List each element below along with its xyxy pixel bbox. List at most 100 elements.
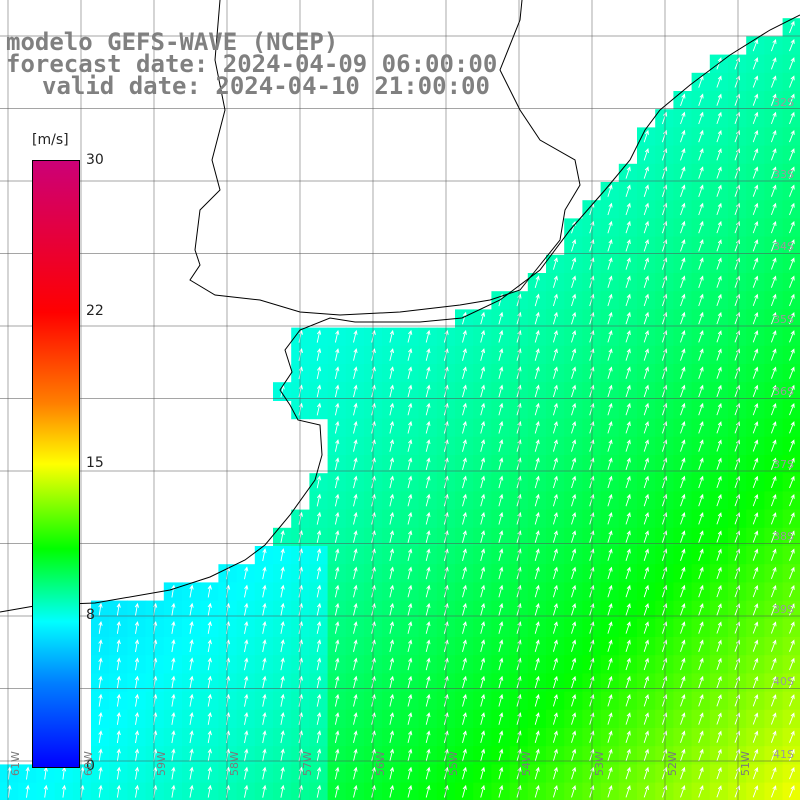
wind-arrow bbox=[207, 748, 212, 762]
wind-arrow bbox=[789, 239, 795, 252]
wind-arrow bbox=[334, 493, 340, 507]
wind-arrow bbox=[643, 675, 649, 689]
wind-arrow bbox=[389, 730, 395, 744]
wind-arrow bbox=[552, 657, 558, 671]
wind-arrow bbox=[480, 311, 486, 325]
wind-arrow bbox=[734, 220, 741, 234]
wind-arrow bbox=[752, 475, 759, 489]
wind-arrow bbox=[262, 584, 267, 598]
wind-arrow bbox=[334, 730, 340, 743]
wind-arrow bbox=[770, 148, 777, 161]
wind-arrow bbox=[661, 766, 668, 780]
wind-arrow bbox=[643, 785, 649, 798]
wind-arrow bbox=[534, 475, 540, 489]
wind-arrow bbox=[552, 348, 558, 361]
wind-arrow bbox=[752, 166, 759, 179]
wind-arrow bbox=[353, 402, 358, 416]
wind-arrow bbox=[552, 548, 558, 561]
wind-arrow bbox=[480, 730, 486, 744]
wind-arrow bbox=[680, 111, 686, 125]
wind-arrow bbox=[643, 730, 649, 743]
wind-arrow bbox=[407, 766, 413, 780]
wind-arrow bbox=[661, 584, 668, 598]
wind-arrow bbox=[643, 439, 649, 452]
wind-arrow bbox=[698, 202, 704, 216]
wind-arrow bbox=[789, 166, 795, 179]
wind-arrow bbox=[262, 748, 267, 762]
wind-arrow bbox=[752, 202, 759, 216]
wind-arrow bbox=[698, 457, 704, 470]
wind-arrow bbox=[589, 311, 595, 325]
wind-arrow bbox=[480, 584, 486, 598]
wind-arrow bbox=[534, 293, 540, 307]
wind-arrow bbox=[752, 530, 759, 543]
wind-arrow bbox=[498, 748, 504, 762]
wind-arrow bbox=[171, 766, 176, 780]
wind-arrow bbox=[770, 694, 777, 707]
wind-arrow bbox=[589, 712, 595, 725]
wind-arrow bbox=[770, 111, 777, 125]
wind-arrow bbox=[752, 111, 759, 125]
wind-arrow bbox=[552, 748, 558, 762]
wind-arrow bbox=[334, 530, 340, 543]
wind-arrow bbox=[643, 639, 649, 652]
wind-arrow bbox=[334, 748, 340, 762]
wind-arrow bbox=[571, 730, 577, 743]
wind-arrow bbox=[607, 712, 613, 725]
wind-arrow bbox=[571, 493, 577, 507]
wind-arrow bbox=[280, 748, 285, 762]
wind-arrow bbox=[389, 348, 395, 361]
wind-arrow bbox=[734, 348, 741, 361]
wind-arrow bbox=[480, 530, 486, 543]
wind-arrow bbox=[770, 293, 777, 307]
wind-arrow bbox=[407, 730, 413, 744]
wind-arrow bbox=[607, 457, 613, 470]
wind-arrow bbox=[770, 712, 777, 725]
wind-arrow bbox=[734, 202, 741, 216]
wind-arrow bbox=[353, 366, 358, 380]
wind-arrow bbox=[625, 566, 631, 580]
wind-arrow bbox=[770, 548, 777, 561]
wind-arrow bbox=[680, 548, 686, 561]
wind-arrow bbox=[589, 493, 595, 507]
wind-arrow bbox=[262, 639, 267, 653]
wind-arrow bbox=[353, 457, 358, 471]
wind-arrow bbox=[498, 712, 504, 725]
wind-arrow bbox=[698, 602, 704, 616]
wind-arrow bbox=[589, 293, 595, 307]
wind-arrow bbox=[425, 457, 431, 471]
wind-arrow bbox=[643, 239, 649, 252]
wind-arrow bbox=[680, 366, 686, 379]
wind-arrow bbox=[752, 730, 759, 743]
wind-arrow bbox=[589, 220, 595, 234]
wind-arrow bbox=[752, 621, 759, 634]
wind-arrow bbox=[498, 621, 504, 634]
wind-arrow bbox=[734, 584, 741, 598]
wind-arrow bbox=[661, 366, 668, 379]
wind-arrow bbox=[770, 384, 777, 398]
wind-arrow bbox=[770, 38, 777, 52]
lat-label: 39S bbox=[773, 603, 794, 616]
wind-arrow bbox=[116, 620, 121, 634]
wind-arrow bbox=[752, 493, 759, 507]
wind-arrow bbox=[680, 457, 686, 470]
wind-arrow bbox=[425, 420, 431, 434]
wind-arrow bbox=[770, 239, 777, 252]
wind-arrow bbox=[789, 457, 795, 470]
wind-arrow bbox=[334, 329, 340, 343]
wind-arrow bbox=[770, 330, 777, 343]
wind-arrow bbox=[643, 694, 649, 707]
wind-arrow bbox=[770, 439, 777, 452]
wind-arrow bbox=[680, 293, 686, 307]
wind-arrow bbox=[334, 657, 340, 671]
wind-arrow bbox=[534, 693, 540, 707]
wind-arrow bbox=[661, 330, 668, 343]
wind-arrow bbox=[534, 348, 540, 361]
wind-arrow bbox=[625, 748, 631, 762]
wind-arrow bbox=[661, 657, 668, 671]
wind-arrow bbox=[534, 493, 540, 507]
wind-arrow bbox=[425, 566, 431, 580]
wind-arrow bbox=[698, 329, 704, 343]
wind-arrow bbox=[752, 766, 759, 780]
wind-arrow bbox=[716, 75, 722, 88]
